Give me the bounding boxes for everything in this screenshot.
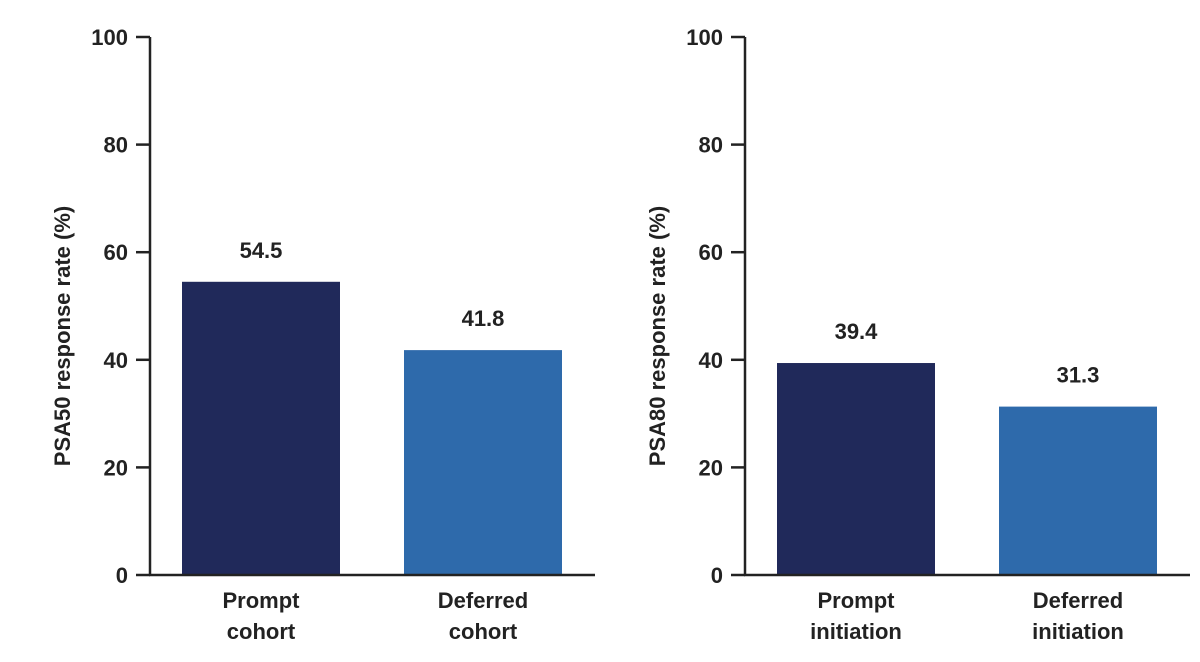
y-tick-label: 20 [104,455,128,480]
y-tick-label: 80 [699,133,723,158]
bar-value-label-prompt-cohort: 54.5 [240,238,283,263]
y-tick-label: 40 [104,348,128,373]
y-tick-label: 60 [699,240,723,265]
category-label-prompt-cohort: Prompt cohort [223,588,301,644]
y-tick-label: 100 [686,25,723,50]
y-tick-label: 60 [104,240,128,265]
psa50-chart-panel: 54.5 Prompt cohort 41.8 Deferred cohort 0 20 40 6… [50,25,595,644]
bar-value-label-prompt-initiation: 39.4 [835,319,879,344]
category-label-prompt-initiation: Prompt initiation [810,588,902,644]
psa80-chart-panel: 39.4 Prompt initiation 31.3 Deferred initiati… [645,25,1190,644]
y-tick-label: 100 [91,25,128,50]
y-axis-title-psa50: PSA50 response rate (%) [50,206,75,466]
bar-deferred-cohort [404,350,562,575]
bar-value-label-deferred-initiation: 31.3 [1057,363,1100,388]
y-tick-label: 0 [116,563,128,588]
y-tick-label: 0 [711,563,723,588]
y-tick-label: 20 [699,455,723,480]
category-label-deferred-initiation: Deferred initiation [1032,588,1124,644]
bar-deferred-initiation [999,406,1157,575]
bar-prompt-cohort [182,281,340,575]
y-tick-label: 40 [699,348,723,373]
category-label-deferred-cohort: Deferred cohort [438,588,528,644]
bar-value-label-deferred-cohort: 41.8 [462,306,505,331]
bar-prompt-initiation [777,363,935,575]
y-tick-label: 80 [104,133,128,158]
y-axis-title-psa80: PSA80 response rate (%) [645,206,670,466]
